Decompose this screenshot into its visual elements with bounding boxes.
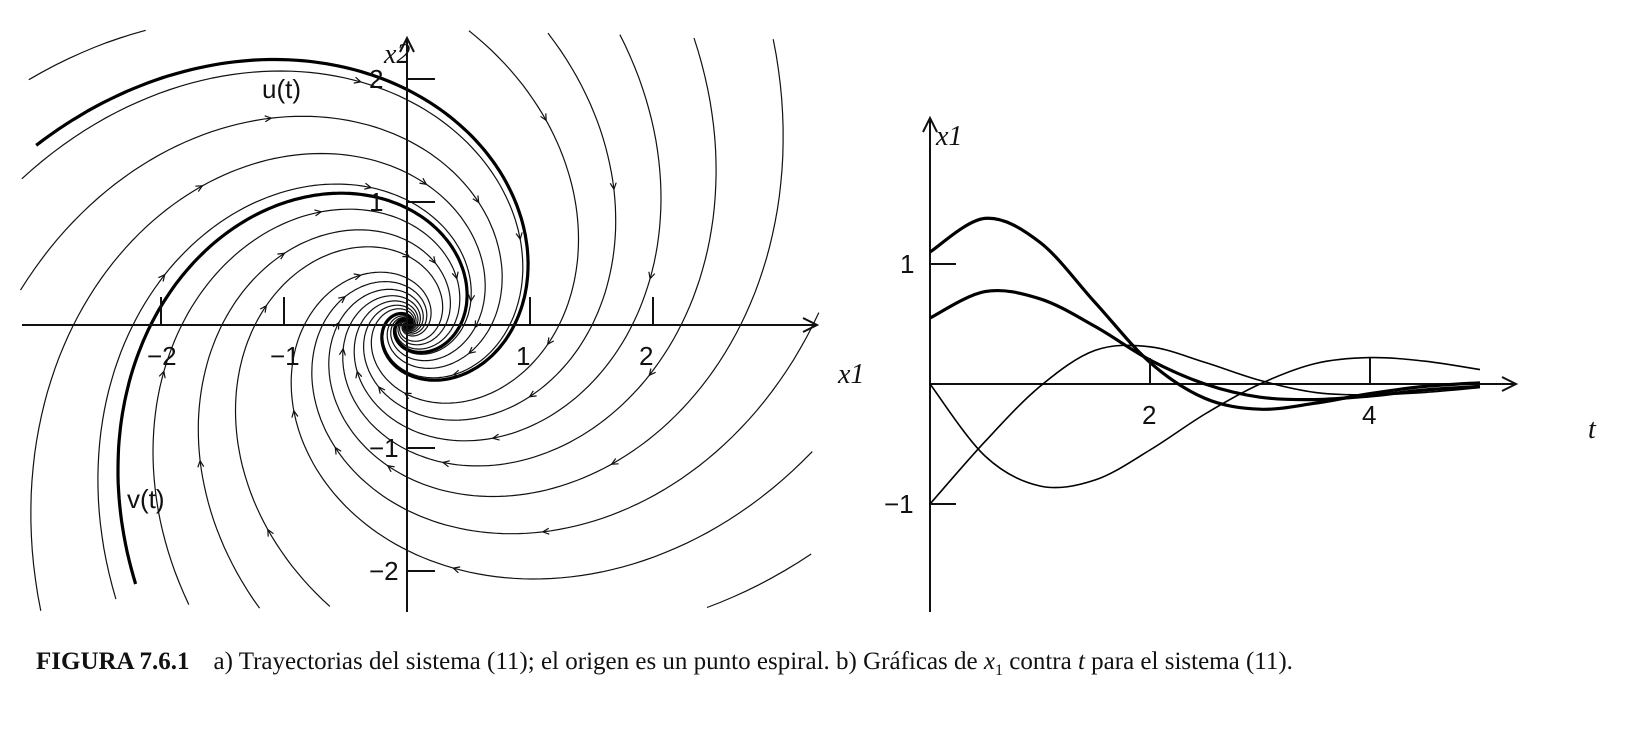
u-curve-label: u(t) <box>262 74 301 104</box>
caption-part-b-start: b) Gráficas de <box>836 648 978 675</box>
flow-arrow <box>259 304 268 313</box>
caption-versus: contra <box>1009 648 1072 675</box>
flow-arrow <box>314 209 323 217</box>
v-trajectory <box>116 191 469 585</box>
flow-arrow <box>264 115 273 123</box>
caption-part-a: a) Trayectorias del sistema (11); el ori… <box>213 648 830 675</box>
flow-arrow <box>540 113 547 122</box>
x2-tick-label: 1 <box>369 187 383 217</box>
flow-arrow <box>428 256 437 265</box>
x1-tick-label: −1 <box>270 341 300 371</box>
figure-caption: FIGURA 7.6.1 a) Trayectorias del sistema … <box>36 648 1616 680</box>
x1-time-axis-arrowhead <box>922 115 938 133</box>
x1-tick-label: 1 <box>516 341 530 371</box>
x1-time-axis-title: x1 <box>935 121 962 152</box>
trajectory-curve <box>19 115 503 369</box>
flow-arrow <box>377 385 386 394</box>
flow-arrow <box>158 369 166 379</box>
flow-arrow <box>195 185 204 192</box>
phase-portrait-panel: −2 −1 1 2 2 1 −1 −2 x2 x1 u(t) v(t) <box>19 29 864 612</box>
time-ticks: 2 4 1 −1 <box>884 249 1376 519</box>
t-tick-label: 2 <box>1142 400 1156 430</box>
x2-tick-label: −1 <box>369 433 399 463</box>
flow-arrow <box>541 527 550 535</box>
caption-part-b-end: para el sistema (11). <box>1091 648 1293 675</box>
direction-arrows <box>158 76 656 574</box>
trajectory-group <box>19 29 820 611</box>
x1-time-tick-label: −1 <box>884 489 914 519</box>
flow-arrow <box>648 271 656 281</box>
x1-axis-arrowhead <box>802 317 820 333</box>
flow-arrow <box>419 177 428 186</box>
flow-arrow <box>364 182 373 190</box>
phase-ticks: −2 −1 1 2 2 1 −1 −2 <box>147 64 654 586</box>
caption-t-var: t <box>1077 648 1085 675</box>
t-axis-title: t <box>1588 414 1597 445</box>
x1-time-series-line <box>929 216 1481 411</box>
trajectory-curve <box>30 152 486 611</box>
x2-axis-arrowhead <box>399 35 415 53</box>
t-tick-label: 4 <box>1362 400 1376 430</box>
flow-arrow <box>267 528 274 537</box>
phase-axes <box>22 35 820 612</box>
trajectory-curve <box>706 553 812 609</box>
flow-arrow <box>277 252 286 260</box>
x1-time-series-line <box>929 356 1481 489</box>
flow-arrow <box>386 464 395 473</box>
time-axes <box>922 115 1519 612</box>
flow-arrow <box>338 347 346 356</box>
x2-tick-label: 2 <box>369 64 383 94</box>
trajectory-curve <box>21 70 524 379</box>
time-series-panel: 2 4 1 −1 x1 t <box>884 115 1597 612</box>
x1-axis-title: x1 <box>837 359 864 390</box>
x2-tick-label: −2 <box>369 556 399 586</box>
flow-arrow <box>334 446 342 455</box>
flow-arrow <box>468 294 476 303</box>
flow-arrow <box>467 346 476 355</box>
flow-arrow <box>609 182 617 191</box>
time-curves <box>929 216 1481 505</box>
flow-arrow <box>451 566 461 574</box>
x1-time-tick-label: 1 <box>900 249 914 279</box>
flow-arrow <box>452 369 461 377</box>
flow-arrow <box>197 459 205 468</box>
flow-arrow <box>451 271 459 280</box>
flow-arrow <box>353 76 363 84</box>
trajectory-curve <box>328 39 784 498</box>
flow-arrow <box>355 370 363 379</box>
flow-arrow <box>338 295 347 304</box>
v-curve-label: v(t) <box>127 484 165 514</box>
t-axis-arrowhead <box>1501 376 1519 392</box>
flow-arrow <box>441 460 450 468</box>
caption-x-sub: 1 <box>994 662 1003 679</box>
flow-arrow <box>472 195 480 204</box>
x1-tick-label: 2 <box>639 341 653 371</box>
flow-arrow <box>291 409 299 418</box>
flow-arrow <box>158 273 166 282</box>
flow-arrow <box>610 458 619 465</box>
x1-tick-label: −2 <box>147 341 177 371</box>
x1-time-series-line <box>929 344 1481 505</box>
trajectory-curve <box>97 183 472 600</box>
trajectory-curve <box>290 271 813 580</box>
trajectory-curve <box>28 29 146 81</box>
caption-x-var: x <box>983 648 995 675</box>
x2-axis-title: x2 <box>383 39 410 70</box>
figure-number: FIGURA 7.6.1 <box>36 648 190 675</box>
flow-arrow <box>491 433 500 441</box>
flow-arrow <box>528 390 537 398</box>
flow-arrow <box>515 232 523 241</box>
flow-arrow <box>353 273 362 281</box>
flow-arrow <box>648 368 656 377</box>
flow-arrow <box>546 337 555 346</box>
